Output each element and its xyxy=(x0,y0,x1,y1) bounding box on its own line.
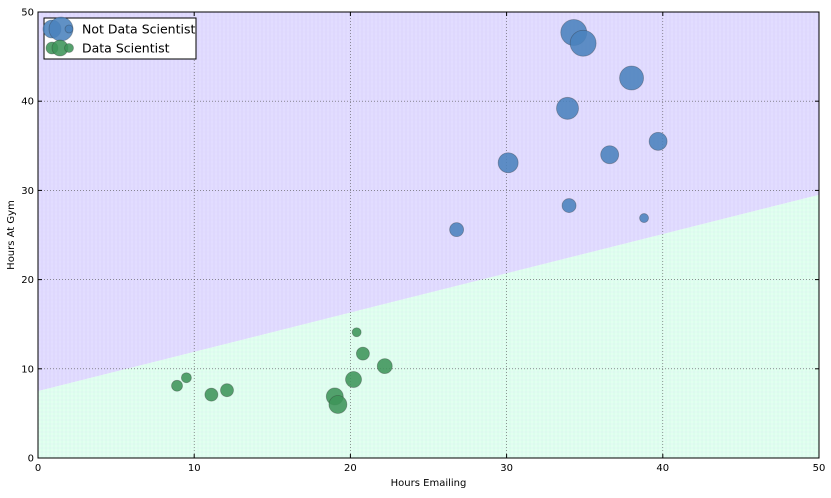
series-not-data-scientist xyxy=(449,19,668,238)
legend-label: Data Scientist xyxy=(82,41,170,56)
axis-ticks: 0 10 20 30 40 50 0 10 20 30 40 50 xyxy=(21,8,825,475)
grid xyxy=(38,12,819,458)
data-point xyxy=(345,371,362,388)
data-point xyxy=(220,383,234,398)
x-tick-label: 50 xyxy=(813,463,826,474)
data-point xyxy=(648,131,668,151)
data-point xyxy=(600,145,620,165)
legend-label: Not Data Scientist xyxy=(82,22,195,37)
y-tick-label: 20 xyxy=(21,275,34,286)
plot-frame xyxy=(37,11,820,459)
legend: Not Data Scientist Data Scientist xyxy=(42,16,197,60)
y-tick-label: 50 xyxy=(21,8,34,19)
legend-marker xyxy=(64,24,74,34)
data-point xyxy=(328,395,348,414)
data-point xyxy=(180,372,192,384)
data-point xyxy=(497,152,519,174)
decision-regions xyxy=(38,12,819,458)
y-tick-label: 30 xyxy=(21,186,34,197)
x-tick-label: 20 xyxy=(344,463,357,474)
region-not-data-scientist xyxy=(38,12,819,392)
y-tick-label: 0 xyxy=(28,454,34,465)
data-point xyxy=(619,65,644,91)
data-points xyxy=(171,19,668,414)
data-point xyxy=(556,96,579,120)
data-point xyxy=(639,213,649,223)
data-point xyxy=(561,198,577,213)
data-point xyxy=(449,222,465,238)
legend-item: Data Scientist xyxy=(45,39,170,57)
y-tick-label: 40 xyxy=(21,97,34,108)
data-point xyxy=(171,379,183,392)
x-tick-label: 30 xyxy=(500,463,513,474)
data-point xyxy=(204,387,219,402)
data-point xyxy=(376,358,393,375)
y-axis-label: Hours At Gym xyxy=(6,200,17,270)
data-point xyxy=(569,29,597,57)
x-axis-label: Hours Emailing xyxy=(391,478,467,489)
x-tick-label: 0 xyxy=(35,463,41,474)
region-data-scientist xyxy=(38,194,819,458)
x-tick-label: 40 xyxy=(656,463,669,474)
x-tick-label: 10 xyxy=(188,463,201,474)
y-tick-label: 10 xyxy=(21,364,34,375)
legend-marker xyxy=(64,43,74,53)
data-point xyxy=(355,346,370,361)
series-data-scientist xyxy=(171,327,393,414)
region-mesh xyxy=(38,12,819,458)
data-point xyxy=(351,327,362,338)
legend-item: Not Data Scientist xyxy=(42,16,195,42)
